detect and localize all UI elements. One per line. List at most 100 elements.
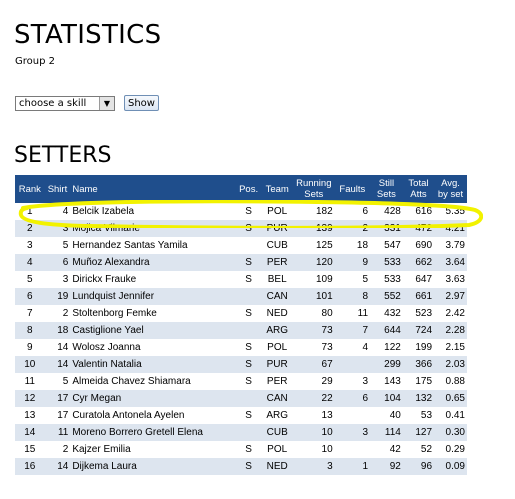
total-atts-cell: 661 <box>402 288 435 305</box>
pos-cell: S <box>235 356 262 373</box>
pos-cell <box>235 322 262 339</box>
total-atts-cell: 175 <box>402 373 435 390</box>
running-sets-cell: 67 <box>292 356 335 373</box>
team-cell: NED <box>261 458 293 475</box>
running-sets-cell: 3 <box>292 458 335 475</box>
col-team: Team <box>261 175 293 203</box>
rank-cell: 13 <box>15 407 45 424</box>
rank-cell: 11 <box>15 373 45 390</box>
team-cell: CUB <box>261 237 293 254</box>
name-cell: Kajzer Emilia <box>70 441 236 458</box>
shirt-cell: 3 <box>44 220 71 237</box>
faults-cell: 1 <box>334 458 371 475</box>
faults-cell: 3 <box>334 373 371 390</box>
table-row: 11 5 Almeida Chavez Shiamara S PER 29 3 143 175 0… <box>15 373 467 390</box>
team-cell: PUR <box>261 356 293 373</box>
shirt-cell: 14 <box>44 458 71 475</box>
rank-cell: 16 <box>15 458 45 475</box>
avg-cell: 2.97 <box>434 288 467 305</box>
avg-cell: 3.63 <box>434 271 467 288</box>
name-cell: Dijkema Laura <box>70 458 236 475</box>
running-sets-cell: 29 <box>292 373 335 390</box>
col-pos: Pos. <box>235 175 262 203</box>
col-faults: Faults <box>334 175 371 203</box>
team-cell: NED <box>261 305 293 322</box>
team-cell: PER <box>261 254 293 271</box>
shirt-cell: 14 <box>44 356 71 373</box>
faults-cell: 4 <box>334 339 371 356</box>
shirt-cell: 5 <box>44 373 71 390</box>
running-sets-cell: 73 <box>292 339 335 356</box>
still-sets-cell: 122 <box>370 339 403 356</box>
skill-select-value: choose a skill <box>19 98 87 109</box>
pos-cell <box>235 288 262 305</box>
name-cell: Hernandez Santas Yamila <box>70 237 236 254</box>
name-cell: Stoltenborg Femke <box>70 305 236 322</box>
faults-cell: 6 <box>334 390 371 407</box>
avg-cell: 3.64 <box>434 254 467 271</box>
running-sets-cell: 109 <box>292 271 335 288</box>
still-sets-cell: 644 <box>370 322 403 339</box>
pos-cell: S <box>235 373 262 390</box>
rank-cell: 3 <box>15 237 45 254</box>
faults-cell: 18 <box>334 237 371 254</box>
rank-cell: 5 <box>15 271 45 288</box>
table-row: 14 11 Moreno Borrero Gretell Elena CUB 10 3 11… <box>15 424 467 441</box>
total-atts-cell: 52 <box>402 441 435 458</box>
col-total-atts: Total Atts <box>402 175 435 203</box>
faults-cell: 7 <box>334 322 371 339</box>
running-sets-cell: 125 <box>292 237 335 254</box>
avg-cell: 0.29 <box>434 441 467 458</box>
chevron-down-icon[interactable]: ▼ <box>99 97 114 110</box>
pos-cell: S <box>235 254 262 271</box>
team-cell: POL <box>261 203 293 220</box>
rank-cell: 10 <box>15 356 45 373</box>
pos-cell: S <box>235 271 262 288</box>
rank-cell: 8 <box>15 322 45 339</box>
avg-cell: 0.30 <box>434 424 467 441</box>
shirt-cell: 3 <box>44 271 71 288</box>
group-label: Group 2 <box>15 56 55 67</box>
running-sets-cell: 10 <box>292 441 335 458</box>
avg-cell: 2.42 <box>434 305 467 322</box>
running-sets-cell: 80 <box>292 305 335 322</box>
team-cell: CAN <box>261 288 293 305</box>
faults-cell: 9 <box>334 254 371 271</box>
still-sets-cell: 40 <box>370 407 403 424</box>
still-sets-cell: 432 <box>370 305 403 322</box>
still-sets-cell: 533 <box>370 254 403 271</box>
total-atts-cell: 662 <box>402 254 435 271</box>
table-row: 2 3 Mojica Vilmarie S PUR 139 2 331 472 4.21 <box>15 220 467 237</box>
skill-select[interactable]: choose a skill ▼ <box>15 96 115 111</box>
still-sets-cell: 331 <box>370 220 403 237</box>
pos-cell: S <box>235 441 262 458</box>
running-sets-cell: 13 <box>292 407 335 424</box>
shirt-cell: 2 <box>44 441 71 458</box>
rank-cell: 15 <box>15 441 45 458</box>
shirt-cell: 11 <box>44 424 71 441</box>
table-row: 16 14 Dijkema Laura S NED 3 1 92 96 0.09 <box>15 458 467 475</box>
still-sets-cell: 299 <box>370 356 403 373</box>
team-cell: PUR <box>261 220 293 237</box>
shirt-cell: 17 <box>44 407 71 424</box>
total-atts-cell: 199 <box>402 339 435 356</box>
col-rank: Rank <box>15 175 45 203</box>
table-header-row: Rank Shirt Name Pos. Team Running Sets F… <box>15 175 467 203</box>
rank-cell: 9 <box>15 339 45 356</box>
col-shirt: Shirt <box>44 175 71 203</box>
shirt-cell: 4 <box>44 203 71 220</box>
name-cell: Almeida Chavez Shiamara <box>70 373 236 390</box>
running-sets-cell: 22 <box>292 390 335 407</box>
faults-cell <box>334 356 371 373</box>
team-cell: BEL <box>261 271 293 288</box>
setters-table: Rank Shirt Name Pos. Team Running Sets F… <box>15 175 467 475</box>
name-cell: Valentin Natalia <box>70 356 236 373</box>
faults-cell: 6 <box>334 203 371 220</box>
still-sets-cell: 428 <box>370 203 403 220</box>
total-atts-cell: 647 <box>402 271 435 288</box>
pos-cell <box>235 390 262 407</box>
show-button[interactable]: Show <box>124 95 159 111</box>
team-cell: POL <box>261 441 293 458</box>
table-row: 6 19 Lundquist Jennifer CAN 101 8 552 661 2.97 <box>15 288 467 305</box>
still-sets-cell: 533 <box>370 271 403 288</box>
